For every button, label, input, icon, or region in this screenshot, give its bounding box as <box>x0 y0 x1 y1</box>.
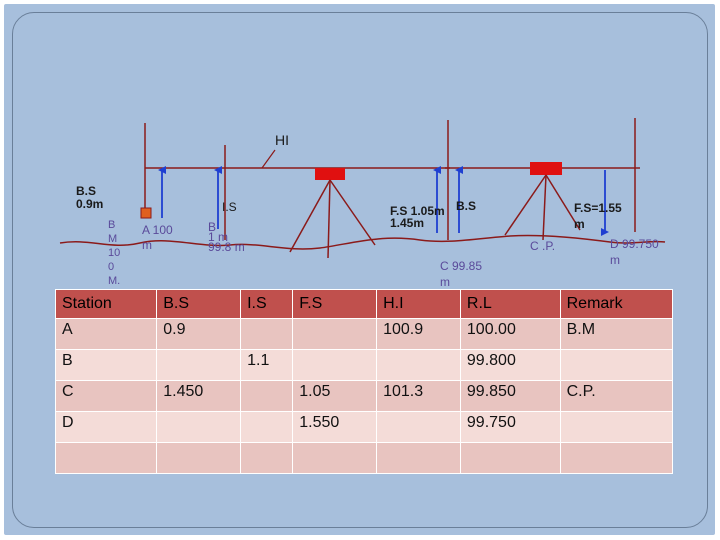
ground-line <box>59 234 666 250</box>
cell-rl <box>459 442 561 474</box>
cell-bs <box>156 411 242 443</box>
change-point-label: C .P. <box>530 239 556 253</box>
cell-fs <box>292 318 378 350</box>
cell-station <box>54 442 158 474</box>
cell-hi <box>376 411 461 443</box>
header-station: Station <box>54 289 158 319</box>
bench-mark-marker <box>140 207 152 219</box>
bench-mark-label: B M 10 0 M. <box>108 219 121 287</box>
hi-label: HI <box>275 132 289 148</box>
cell-is <box>240 380 294 412</box>
cell-station: D <box>54 411 158 443</box>
table-row <box>54 442 674 474</box>
cell-station: C <box>54 380 158 412</box>
header-fs: F.S <box>292 289 378 319</box>
cell-remark: C.P. <box>559 380 674 412</box>
cell-bs <box>156 349 242 381</box>
tripod-2-leg-right <box>545 174 581 231</box>
cell-is: 1.1 <box>240 349 294 381</box>
table-header-row: Station B.S I.S F.S H.I R.L Remark <box>54 289 674 319</box>
header-is: I.S <box>240 289 294 319</box>
point-c-label: C 99.85 m <box>440 259 483 289</box>
cell-rl: 99.850 <box>459 380 561 412</box>
header-bs: B.S <box>156 289 242 319</box>
cell-fs <box>292 442 378 474</box>
header-rl: R.L <box>459 289 561 319</box>
point-b-label: B 1 m 99.8 m <box>208 220 245 254</box>
cell-rl: 100.00 <box>459 318 561 350</box>
tripod-1-leg-right <box>329 179 376 246</box>
bs-first-label: B.S 0.9m <box>76 184 104 211</box>
tripod-1-leg-left <box>289 179 331 253</box>
hi-pointer <box>261 149 276 169</box>
cell-hi <box>376 442 461 474</box>
cell-remark <box>559 349 674 381</box>
table-row: C 1.450 1.05 101.3 99.850 C.P. <box>54 380 674 412</box>
is-label: I.S <box>222 200 237 214</box>
cell-fs: 1.550 <box>292 411 378 443</box>
bs-second-label: B.S <box>456 199 477 213</box>
cell-remark <box>559 411 674 443</box>
cell-station: A <box>54 318 158 350</box>
cell-is <box>240 318 294 350</box>
header-hi: H.I <box>376 289 461 319</box>
cell-remark <box>559 442 674 474</box>
cell-bs: 1.450 <box>156 380 242 412</box>
cell-hi: 100.9 <box>376 318 461 350</box>
cell-bs: 0.9 <box>156 318 242 350</box>
cell-rl: 99.800 <box>459 349 561 381</box>
cell-is <box>240 411 294 443</box>
slide-frame <box>12 12 708 528</box>
cell-is <box>240 442 294 474</box>
cell-remark: B.M <box>559 318 674 350</box>
cell-rl: 99.750 <box>459 411 561 443</box>
cell-station: B <box>54 349 158 381</box>
cell-hi <box>376 349 461 381</box>
point-d-label: D 99.750 m <box>610 237 659 267</box>
cell-fs: 1.05 <box>292 380 378 412</box>
point-a-label: A 100 m <box>142 223 173 252</box>
table-row: D 1.550 99.750 <box>54 411 674 443</box>
cell-fs <box>292 349 378 381</box>
fs-last-label: F.S=1.55 m <box>574 201 622 231</box>
tripod-2-leg-left <box>504 174 547 236</box>
tripod-2-leg-mid <box>542 174 547 241</box>
cell-hi: 101.3 <box>376 380 461 412</box>
level-instrument-2 <box>530 162 562 175</box>
tripod-1-leg-mid <box>327 179 331 259</box>
table-row: A 0.9 100.9 100.00 B.M <box>54 318 674 350</box>
level-instrument-1 <box>315 168 345 180</box>
fs-bs-label: F.S 1.05m 1.45m <box>390 204 445 230</box>
header-remark: Remark <box>559 289 674 319</box>
levelling-table: Station B.S I.S F.S H.I R.L Remark A 0.9… <box>54 289 674 474</box>
table-row: B 1.1 99.800 <box>54 349 674 381</box>
cell-bs <box>156 442 242 474</box>
